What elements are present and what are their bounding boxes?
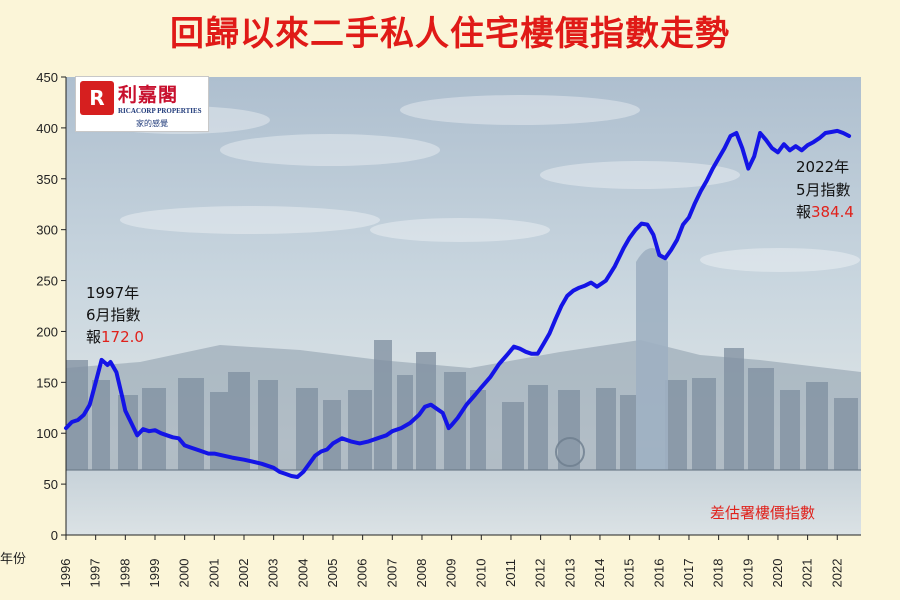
annotation-end-value: 報384.4 <box>796 203 854 221</box>
x-tick-label: 2013 <box>562 559 577 588</box>
y-tick-label: 350 <box>36 172 58 187</box>
x-tick-label: 1997 <box>88 559 103 588</box>
x-tick-label: 2009 <box>444 559 459 588</box>
x-tick-label: 2010 <box>473 559 488 588</box>
y-tick-label: 50 <box>44 477 58 492</box>
x-tick-label: 2020 <box>770 559 785 588</box>
x-tick-label: 2017 <box>681 559 696 588</box>
annotation-start-value: 報172.0 <box>86 328 144 346</box>
y-tick-label: 100 <box>36 426 58 441</box>
y-axis: 0 50 100 150 200 250 300 350 400 450 <box>36 70 67 543</box>
source-label: 差估署樓價指數 <box>710 504 815 522</box>
x-tick-label: 2007 <box>384 559 399 588</box>
y-tick-label: 450 <box>36 70 58 85</box>
x-tick-label: 2005 <box>325 559 340 588</box>
x-tick-label: 2019 <box>740 559 755 588</box>
x-axis-label: 年份 <box>0 552 26 567</box>
annotation-start-prefix: 報 <box>86 328 101 346</box>
x-tick-label: 2000 <box>177 559 192 588</box>
x-tick-label: 2012 <box>533 559 548 588</box>
x-tick-label: 1996 <box>58 559 73 588</box>
logo-brand-cn: 利嘉閣 <box>118 84 179 106</box>
y-tick-label: 150 <box>36 375 58 390</box>
x-tick-label: 2003 <box>266 559 281 588</box>
brand-mark-icon: R <box>80 81 114 115</box>
x-tick-label: 2004 <box>295 559 310 588</box>
logo-tagline: 家的感覺 <box>136 119 168 128</box>
x-tick-label: 2016 <box>651 559 666 588</box>
y-tick-label: 250 <box>36 274 58 289</box>
x-tick-label: 2014 <box>592 559 607 588</box>
x-tick-label: 2006 <box>355 559 370 588</box>
series-line <box>64 128 852 479</box>
annotation-end-number: 384.4 <box>811 203 854 221</box>
x-tick-label: 2011 <box>503 559 518 587</box>
y-tick-label: 200 <box>36 324 58 339</box>
annotation-end-month: 5月指數 <box>796 181 851 199</box>
y-tick-label: 300 <box>36 223 58 238</box>
x-tick-label: 1998 <box>117 559 132 588</box>
x-tick-label: 2022 <box>829 559 844 588</box>
logo-brand-en: RICACORP PROPERTIES <box>118 107 202 115</box>
y-tick-label: 0 <box>51 528 58 543</box>
annotation-start-year: 1997年 <box>86 284 139 302</box>
x-tick-label: 2018 <box>711 559 726 588</box>
x-tick-label: 2002 <box>236 559 251 588</box>
plot-background <box>66 77 861 535</box>
y-tick-label: 400 <box>36 121 58 136</box>
annotation-start-month: 6月指數 <box>86 306 141 324</box>
x-tick-label: 2021 <box>800 559 815 588</box>
annotation-end-prefix: 報 <box>796 203 811 221</box>
annotation-end-year: 2022年 <box>796 158 849 176</box>
x-tick-label: 1999 <box>147 559 162 588</box>
x-tick-label: 2015 <box>622 559 637 588</box>
chart-title: 回歸以來二手私人住宅樓價指數走勢 <box>170 14 730 54</box>
annotation-start-number: 172.0 <box>101 328 144 346</box>
x-tick-label: 2008 <box>414 559 429 588</box>
x-tick-label: 2001 <box>206 559 221 588</box>
x-axis: 1996 1997 1998 1999 2000 2001 2002 2003 2004 2005… <box>58 534 861 588</box>
ricacorp-logo: R 利嘉閣 RICACORP PROPERTIES 家的感覺 <box>75 76 209 132</box>
